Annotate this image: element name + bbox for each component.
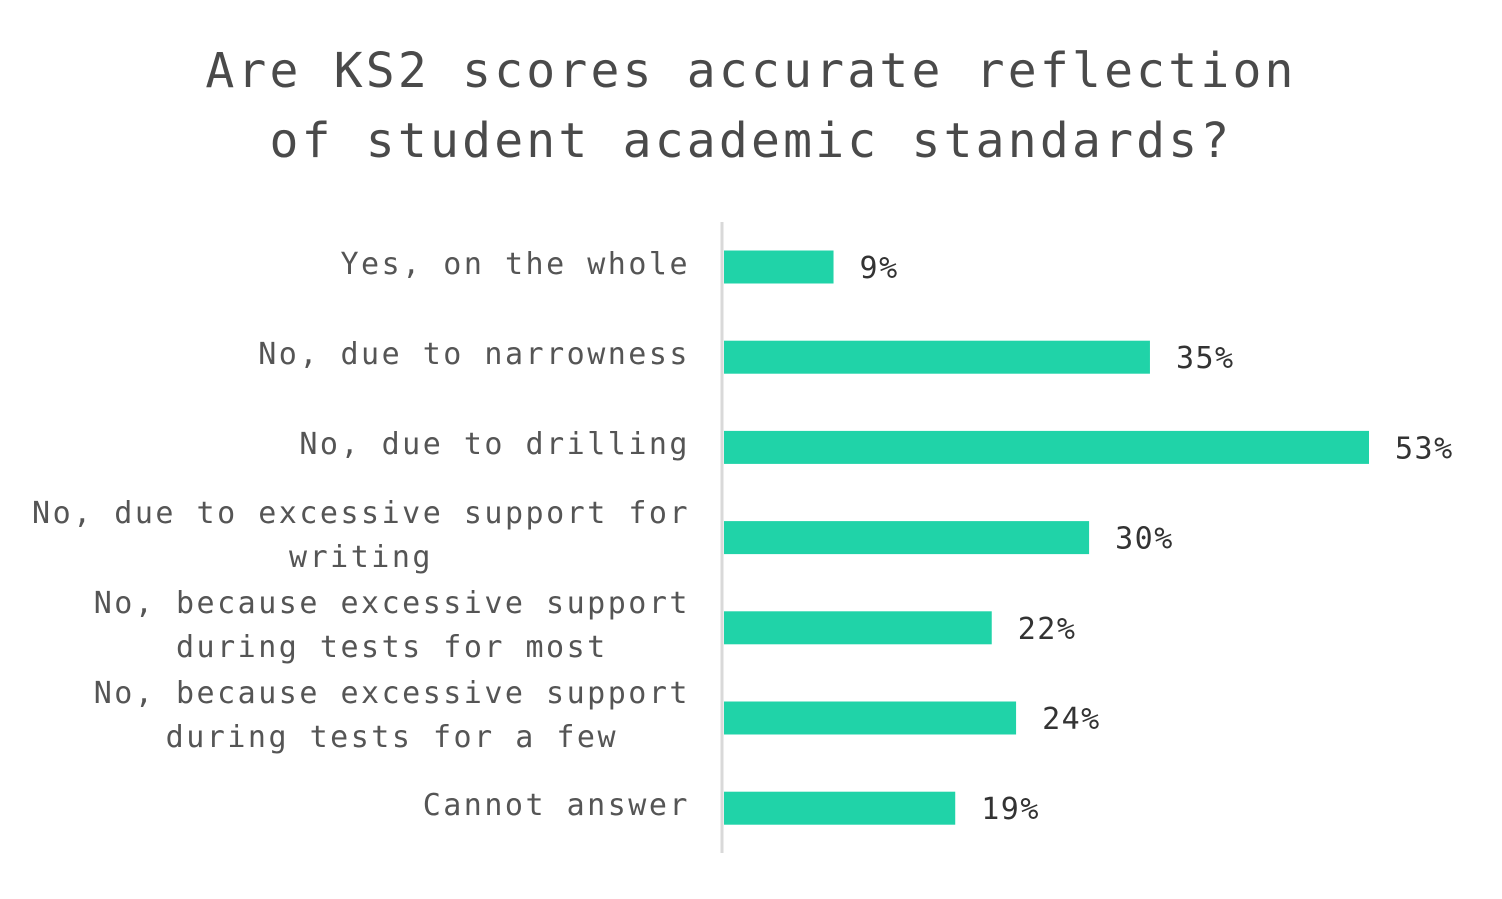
bar	[724, 250, 834, 284]
data-label: 24%	[1042, 702, 1101, 737]
category-label: No, because excessive support during tes…	[93, 585, 690, 665]
category-label: No, due to excessive support for writing	[32, 495, 690, 575]
category-label: Cannot answer	[422, 788, 690, 824]
bar	[724, 701, 1017, 735]
data-label: 22%	[1018, 612, 1077, 647]
category-label: No, due to drilling	[299, 427, 690, 463]
bar	[724, 611, 992, 645]
category-label: No, because excessive support during tes…	[93, 676, 690, 755]
category-label: No, due to narrowness	[258, 337, 690, 373]
category-label: Yes, on the whole	[340, 247, 690, 282]
data-label: 30%	[1115, 522, 1174, 557]
data-label: 19%	[981, 792, 1040, 827]
bar	[724, 340, 1150, 374]
chart-title: Are KS2 scores accurate reflection of st…	[205, 43, 1297, 169]
bar	[724, 791, 956, 825]
data-label: 35%	[1176, 341, 1235, 376]
data-label: 9%	[860, 251, 899, 286]
bar	[724, 521, 1090, 555]
data-label: 53%	[1395, 431, 1454, 466]
bar	[724, 430, 1369, 464]
